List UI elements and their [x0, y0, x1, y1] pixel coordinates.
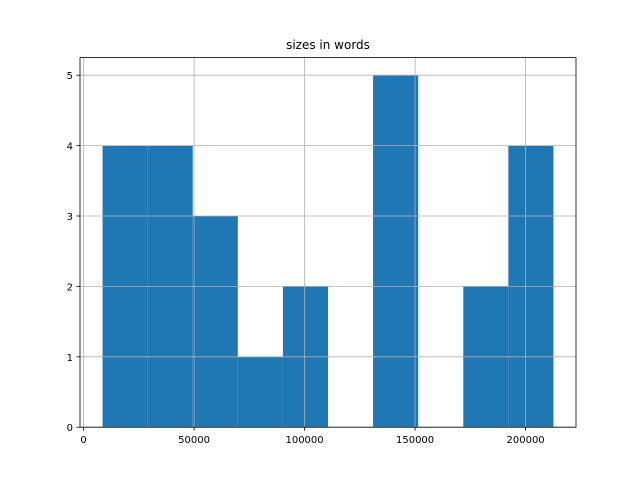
x-tick-label: 200000: [507, 435, 545, 446]
bar: [192, 216, 238, 428]
axes-frame: [79, 57, 577, 428]
y-tick-label: 4: [67, 142, 73, 153]
bar: [373, 75, 419, 428]
chart-title: sizes in words: [286, 38, 370, 52]
y-tick-label: 3: [67, 212, 73, 223]
x-tick-label: 0: [80, 435, 86, 446]
x-tick-label: 50000: [178, 435, 210, 446]
bar: [237, 356, 283, 428]
x-tick-label: 100000: [285, 435, 323, 446]
y-tick-label: 5: [67, 71, 73, 82]
y-tick-label: 1: [67, 353, 73, 364]
y-tick-label: 2: [67, 282, 73, 293]
y-tick-label: 0: [67, 423, 73, 434]
x-tick-label: 150000: [396, 435, 434, 446]
